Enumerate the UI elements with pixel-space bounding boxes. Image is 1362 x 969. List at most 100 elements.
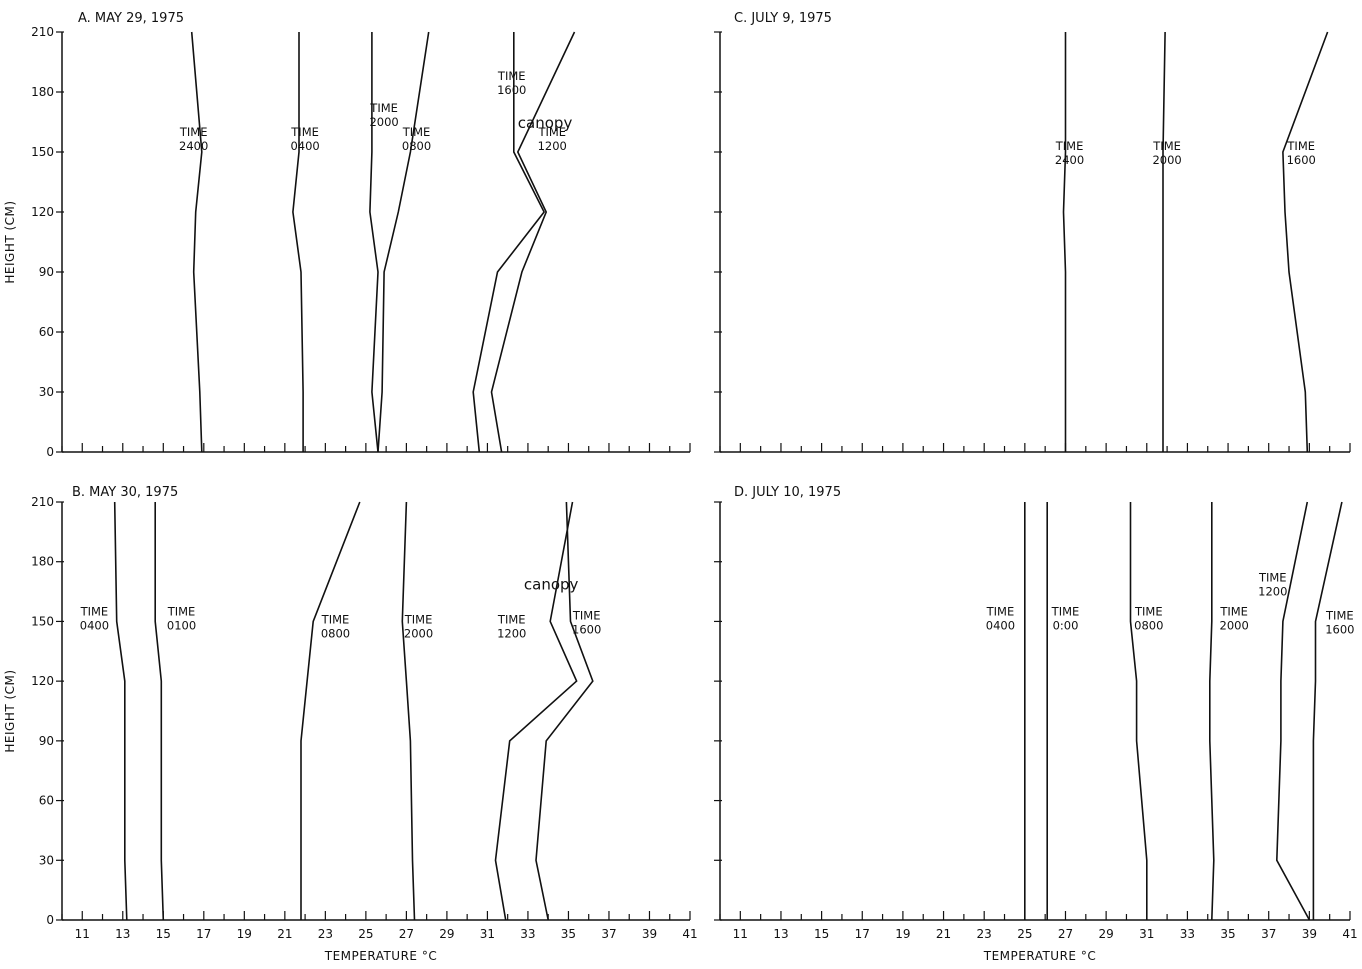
x-tick-label: 37	[1261, 927, 1276, 941]
y-axis-label: HEIGHT (CM)	[3, 200, 17, 283]
y-tick-label: 0	[46, 445, 54, 459]
series-line-time-0800	[300, 501, 361, 920]
series-line-time-2400	[1062, 32, 1067, 452]
series-line-time-0100	[154, 502, 165, 921]
panel-D: D. JULY 10, 1975 11 13 15 17 19 21 23 25 27 29 31 33…	[714, 485, 1358, 963]
y-tick-label: 210	[31, 25, 54, 39]
panel-title: B. MAY 30, 1975	[72, 485, 178, 500]
x-tick-label: 25	[1017, 927, 1032, 941]
panel-B: B. MAY 30, 1975 0 30 60 90 120 150 180 210 11 13 15…	[3, 485, 698, 963]
y-tick-label: 60	[39, 325, 54, 339]
x-tick-label: 41	[682, 927, 697, 941]
series-line-time-2000	[1162, 31, 1166, 452]
x-tick-label: 19	[237, 927, 252, 941]
series-label: TIME 0400	[290, 125, 319, 153]
x-tick-label: 13	[115, 927, 130, 941]
y-tick-label: 30	[39, 385, 54, 399]
series-line-time-2000	[401, 501, 416, 921]
series-line-time-1200	[1275, 501, 1311, 921]
panel-title: D. JULY 10, 1975	[734, 485, 841, 500]
x-tick-label: 39	[642, 927, 657, 941]
x-tick-label: 27	[1058, 927, 1073, 941]
x-tick-label: 25	[358, 927, 373, 941]
y-tick-label: 150	[31, 145, 54, 159]
series-line-time-0400	[113, 501, 128, 921]
series-label: TIME 2000	[1152, 139, 1181, 167]
x-tick-label: 17	[855, 927, 870, 941]
series-line-time-1600	[1282, 31, 1329, 453]
canopy-annotation: canopy	[524, 576, 579, 594]
series-label: TIME 2400	[1055, 139, 1084, 167]
x-tick-label: 21	[277, 927, 292, 941]
canopy-annotation: canopy	[518, 114, 573, 132]
series-label: TIME 2400	[179, 125, 208, 153]
series-line-time-1600	[535, 501, 594, 921]
y-axis-label: HEIGHT (CM)	[3, 669, 17, 752]
x-tick-label: 37	[601, 927, 616, 941]
series-line-time-1200	[490, 31, 576, 453]
x-tick-label: 13	[773, 927, 788, 941]
x-tick-label: 35	[561, 927, 576, 941]
series-label: TIME 1600	[1325, 608, 1354, 636]
panel-title: C. JULY 9, 1975	[734, 11, 832, 26]
series-label: TIME 2000	[369, 101, 398, 129]
series-line-time-2000	[1209, 502, 1215, 921]
series-line-time-0400	[292, 32, 304, 452]
x-tick-label: 29	[439, 927, 454, 941]
x-tick-label: 15	[156, 927, 171, 941]
series-line-time-1200	[494, 501, 578, 921]
x-tick-label: 39	[1302, 927, 1317, 941]
x-tick-label: 33	[520, 927, 535, 941]
series-label: TIME 0:00	[1051, 604, 1080, 632]
y-tick-label: 150	[31, 614, 54, 628]
x-tick-label: 35	[1220, 927, 1235, 941]
series-line-time-2400	[190, 31, 203, 453]
series-label: TIME 0800	[321, 612, 350, 640]
series-label: TIME 1600	[572, 608, 601, 636]
y-tick-label: 120	[31, 674, 54, 688]
series-label: TIME 0800	[1134, 604, 1163, 632]
series-label: TIME 0400	[80, 604, 109, 632]
series-label: TIME 2000	[1219, 604, 1248, 632]
y-tick-label: 0	[46, 913, 54, 927]
x-tick-label: 11	[75, 927, 90, 941]
x-tick-label: 29	[1098, 927, 1113, 941]
series-label: TIME 1200	[537, 125, 566, 153]
series-label: TIME 1200	[497, 612, 526, 640]
series-line-time-2000	[369, 32, 379, 453]
y-tick-label: 90	[39, 734, 54, 748]
x-tick-label: 11	[733, 927, 748, 941]
series-label: TIME 0800	[402, 125, 431, 153]
y-tick-label: 180	[31, 85, 54, 99]
series-label: TIME 1200	[1258, 571, 1287, 599]
series-label: TIME 1600	[497, 69, 526, 97]
series-line-time-1600	[1312, 501, 1343, 920]
series-label: TIME 0400	[986, 604, 1015, 632]
y-tick-label: 180	[31, 555, 54, 569]
x-axis-label: TEMPERATURE °C	[324, 949, 437, 963]
y-tick-label: 60	[39, 794, 54, 808]
y-tick-label: 210	[31, 495, 54, 509]
y-tick-label: 90	[39, 265, 54, 279]
x-tick-label: 31	[1139, 927, 1154, 941]
x-tick-label: 41	[1342, 927, 1357, 941]
x-tick-label: 15	[814, 927, 829, 941]
panel-A: A. MAY 29, 1975 0 30 60 90 120 150 180 210 HEIGHT…	[3, 11, 691, 459]
x-tick-label: 33	[1180, 927, 1195, 941]
x-tick-label: 21	[936, 927, 951, 941]
series-label: TIME 1600	[1286, 139, 1315, 167]
panel-C: C. JULY 9, 1975 TIME 2400 TIME 2000 TIME 1600	[714, 11, 1351, 453]
x-axis-label: TEMPERATURE °C	[983, 949, 1096, 963]
x-tick-label: 27	[399, 927, 414, 941]
x-tick-label: 31	[480, 927, 495, 941]
series-line-time-0800	[377, 31, 430, 453]
y-tick-label: 30	[39, 853, 54, 867]
panel-title: A. MAY 29, 1975	[78, 11, 184, 26]
x-tick-label: 19	[895, 927, 910, 941]
x-tick-label: 17	[196, 927, 211, 941]
y-tick-label: 120	[31, 205, 54, 219]
series-line-time-0800	[1129, 502, 1148, 920]
x-tick-label: 23	[977, 927, 992, 941]
series-line-time-1600	[472, 32, 546, 453]
